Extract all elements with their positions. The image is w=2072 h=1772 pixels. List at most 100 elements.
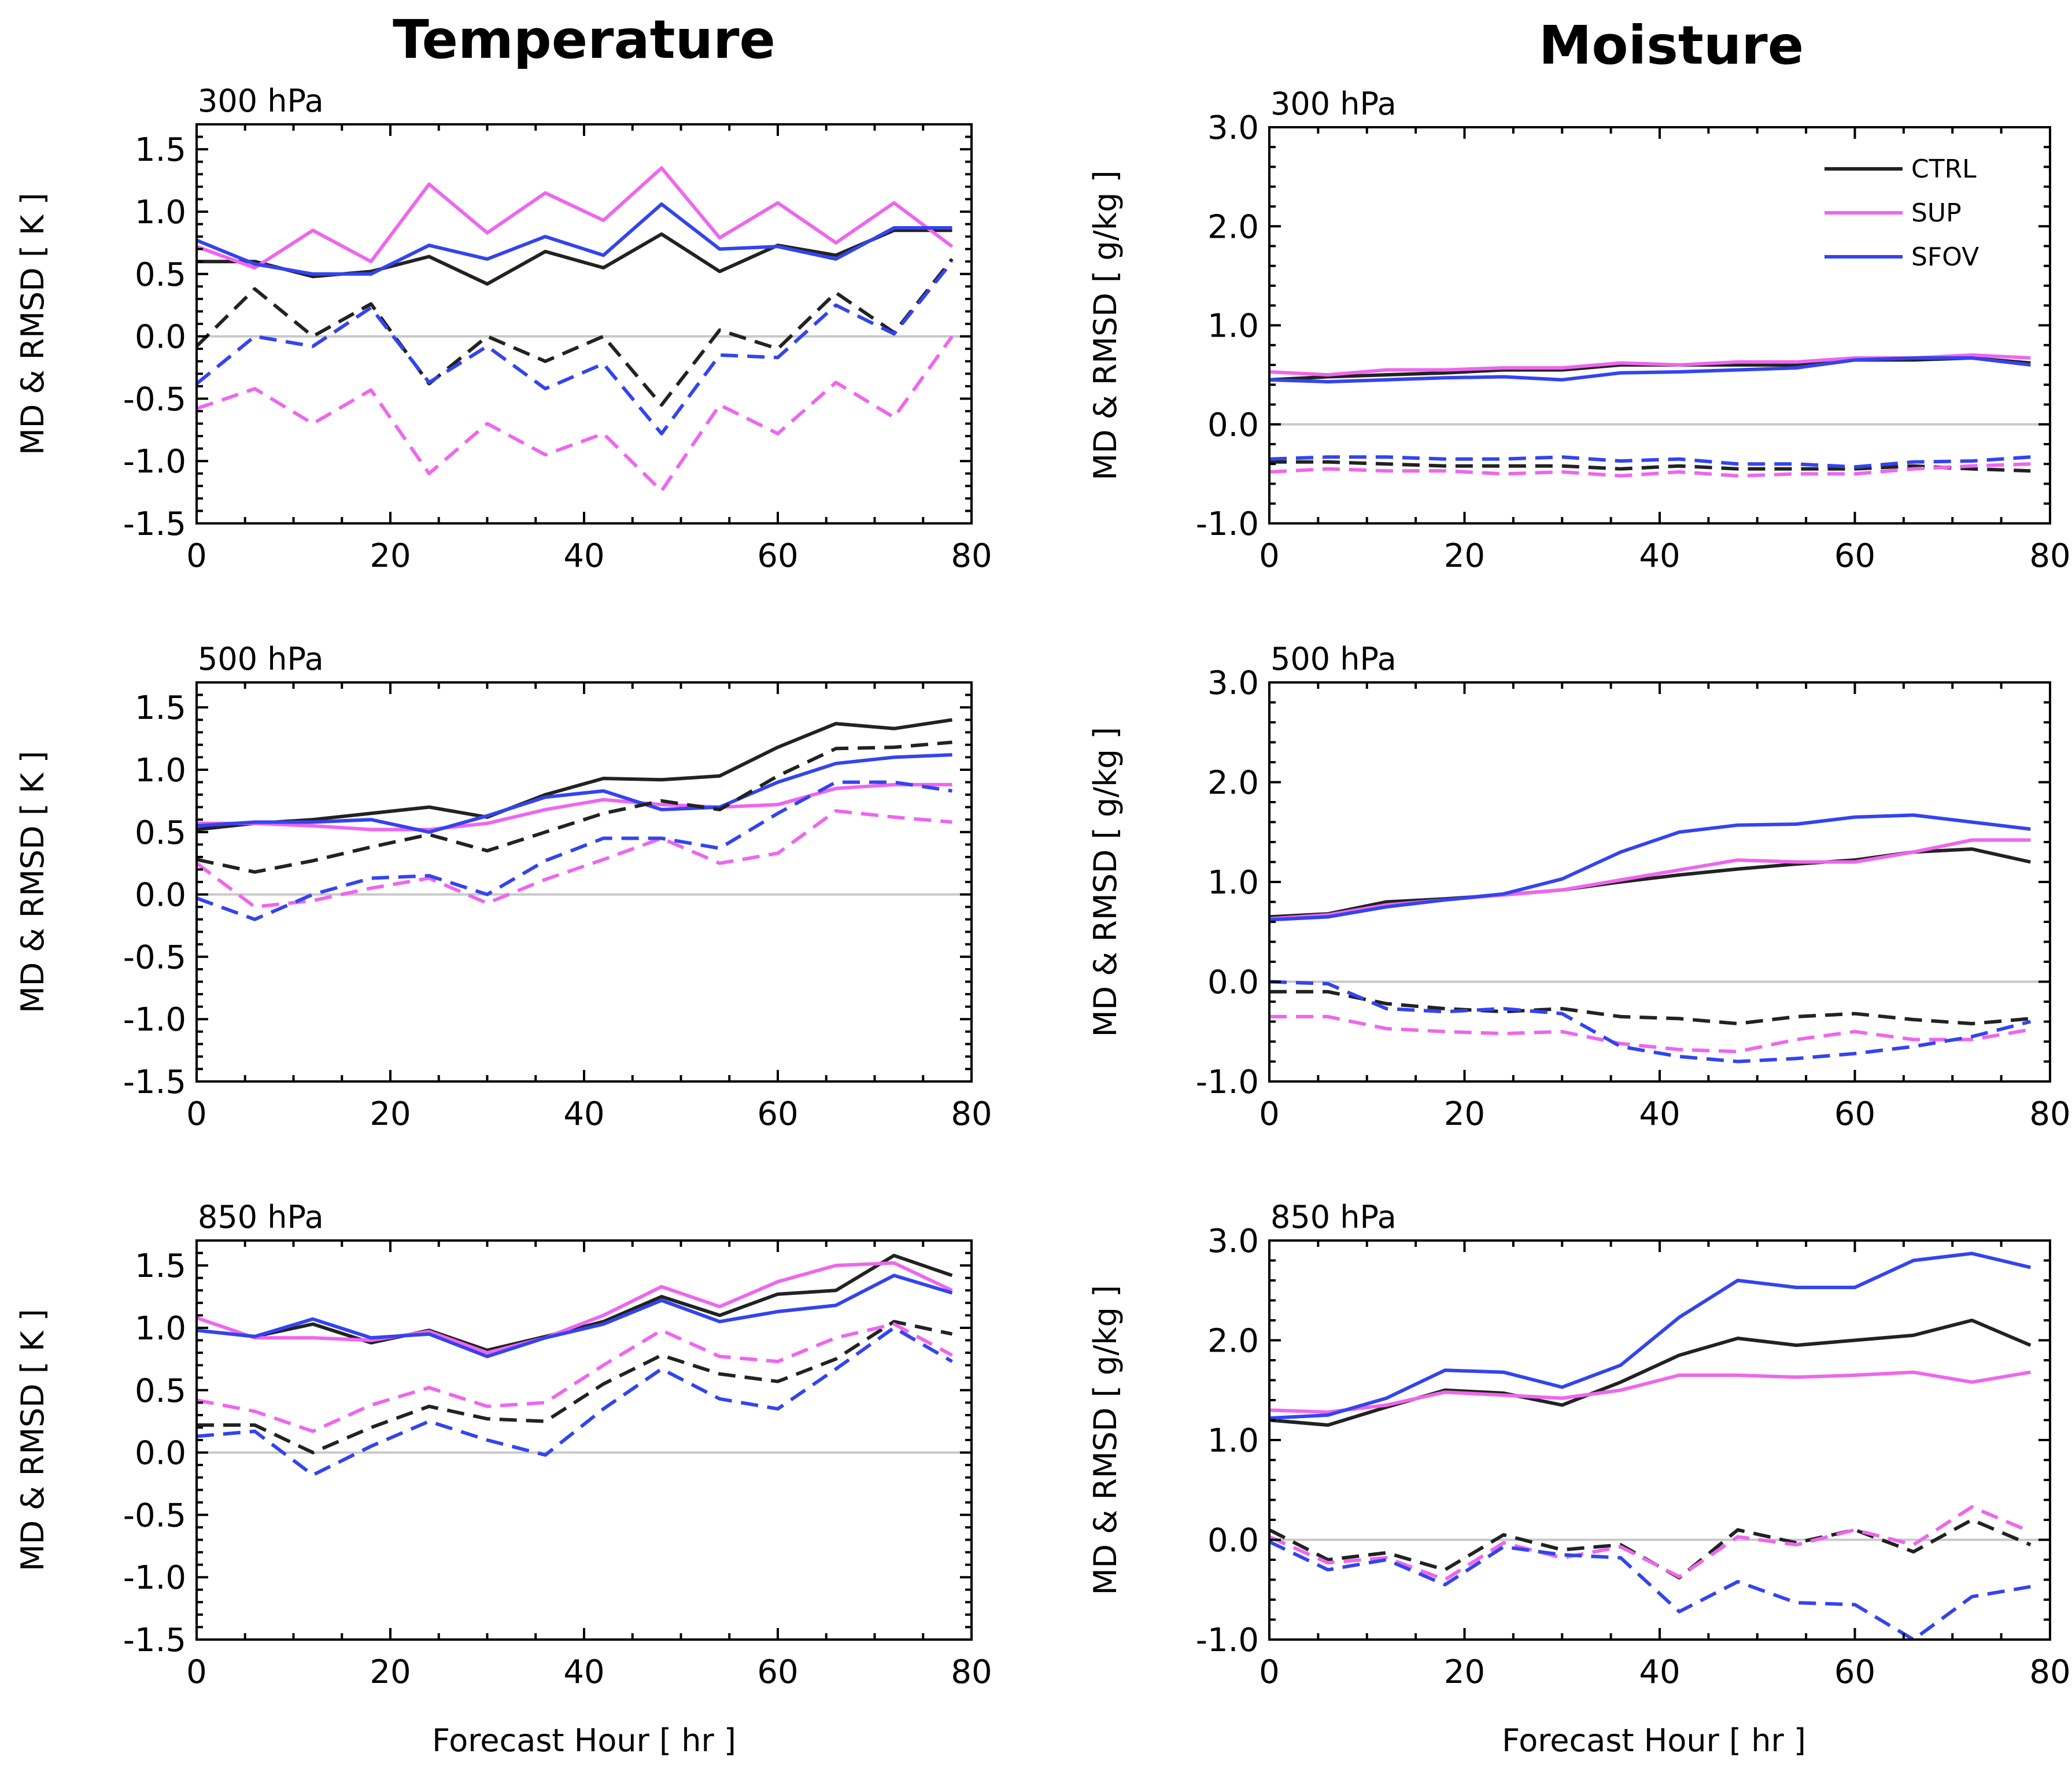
series-line-ctrl-md — [1268, 1518, 2032, 1580]
series-line-sfov-rmsd — [196, 753, 952, 834]
x-tick-label: 0 — [186, 1095, 207, 1133]
series-line-sfov-md — [195, 780, 952, 921]
y-axis-label: MD & RMSD [ g/kg ] — [1087, 1285, 1124, 1595]
y-tick-label: 1.5 — [135, 689, 186, 727]
series-line-sfov-rmsd — [1269, 813, 2031, 922]
y-tick-label: 3.0 — [1207, 664, 1259, 702]
y-tick-label: 3.0 — [1207, 109, 1259, 147]
y-tick-label: 2.0 — [1207, 765, 1259, 802]
y-tick-label: -0.5 — [123, 1497, 186, 1534]
y-tick-label: 0.0 — [135, 319, 186, 356]
legend: CTRL SUP SFOV — [1824, 154, 1979, 272]
series-line-sup-rmsd — [197, 782, 952, 832]
series-line-ctrl-rmsd — [196, 1253, 953, 1352]
y-tick-label: 1.0 — [135, 1310, 186, 1348]
y-tick-label: 0.0 — [135, 1435, 186, 1472]
y-axis-label: MD & RMSD [ K ] — [14, 751, 51, 1013]
x-tick-label: 80 — [951, 1653, 992, 1691]
x-tick-label: 20 — [370, 1653, 411, 1691]
y-tick-label: 0.5 — [135, 256, 186, 294]
y-tick-label: 1.5 — [135, 131, 186, 169]
x-tick-label: 20 — [1444, 1095, 1485, 1133]
x-tick-label: 60 — [757, 537, 798, 575]
y-tick-label: 1.5 — [135, 1247, 186, 1285]
x-tick-label: 80 — [951, 537, 992, 575]
x-tick-label: 80 — [951, 1095, 992, 1133]
x-tick-label: 80 — [2029, 1653, 2070, 1691]
series-line-sfov-md — [195, 260, 954, 435]
series-line-sup-md — [1269, 1014, 2031, 1054]
chart-panel-moisture-500-hpa: 0 20 40 60 80 -1.0 0.0 1.0 2.0 3.0 500 hPa MD & RMS… — [1087, 641, 2071, 1133]
y-tick-label: -1.0 — [1196, 1622, 1259, 1659]
y-tick-label: 1.0 — [1207, 1422, 1259, 1460]
chart-panel-temperature-300-hpa: 0 20 40 60 80 -1.5 -1.0 -0.5 0.0 0.5 1.0 1.5 300 hPa… — [14, 83, 992, 575]
y-tick-label: -1.0 — [1196, 505, 1259, 543]
y-tick-label: 0.5 — [135, 1372, 186, 1410]
panels: 0 20 40 60 80 -1.5 -1.0 -0.5 0.0 0.5 1.0 1.5 300 hPa… — [14, 83, 2071, 1691]
x-tick-label: 60 — [1834, 1653, 1875, 1691]
series-line-sfov-md — [1269, 455, 2031, 469]
x-tick-label: 20 — [370, 537, 411, 575]
series-line-ctrl-md — [197, 1320, 953, 1454]
x-tick-label: 60 — [1834, 537, 1875, 575]
series-line-sfov-md — [196, 1326, 954, 1477]
series-line-sfov-rmsd — [1269, 356, 2031, 384]
series-line-sup-rmsd — [1269, 1370, 2031, 1414]
y-axis-label: MD & RMSD [ g/kg ] — [1087, 170, 1124, 480]
y-tick-label: 2.0 — [1207, 208, 1259, 246]
y-tick-label: 2.0 — [1207, 1323, 1259, 1360]
y-tick-label: 0.0 — [1207, 407, 1259, 444]
x-tick-label: 60 — [757, 1653, 798, 1691]
series-line-sup-rmsd — [196, 1261, 953, 1355]
xlabel-moisture: Forecast Hour [ hr ] — [1502, 1722, 1806, 1759]
chart-panel-moisture-300-hpa: 0 20 40 60 80 -1.0 0.0 1.0 2.0 3.0 300 hPa MD & RMS… — [1087, 86, 2071, 575]
y-tick-label: 3.0 — [1207, 1223, 1259, 1260]
y-tick-label: -1.0 — [123, 443, 186, 481]
series-line-sfov-rmsd — [1269, 1252, 2031, 1420]
series-line-sfov-md — [1269, 980, 2032, 1064]
series-line-sfov-rmsd — [196, 1273, 953, 1358]
y-tick-label: 0.0 — [135, 877, 186, 914]
x-tick-label: 60 — [1834, 1095, 1875, 1133]
x-tick-label: 60 — [757, 1095, 798, 1133]
x-tick-label: 20 — [370, 1095, 411, 1133]
series-line-sup-md — [196, 335, 954, 493]
y-tick-label: 0.0 — [1207, 964, 1259, 1002]
y-tick-label: 1.0 — [135, 752, 186, 789]
x-tick-label: 40 — [563, 1095, 604, 1133]
y-tick-label: -0.5 — [123, 381, 186, 418]
panel-level-label: 500 hPa — [198, 641, 324, 677]
series-line-sup-md — [1268, 1505, 2032, 1582]
plot-frame — [195, 123, 973, 525]
legend-label-ctrl: CTRL — [1911, 154, 1977, 184]
y-axis-label: MD & RMSD [ g/kg ] — [1087, 727, 1124, 1037]
panel-level-label: 850 hPa — [1270, 1199, 1397, 1235]
x-tick-label: 0 — [1259, 1653, 1280, 1691]
series-line-sup-md — [195, 809, 952, 909]
y-tick-label: -1.5 — [123, 505, 186, 543]
plot-frame — [1268, 1239, 2051, 1641]
x-tick-label: 40 — [563, 1653, 604, 1691]
series-line-sfov-rmsd — [195, 202, 952, 276]
y-tick-label: 0.0 — [1207, 1522, 1259, 1560]
legend-label-sup: SUP — [1911, 198, 1962, 228]
panel-level-label: 300 hPa — [198, 83, 324, 119]
x-tick-label: 0 — [1259, 537, 1280, 575]
plot-frame — [195, 1239, 973, 1641]
y-tick-label: 1.0 — [1207, 864, 1259, 902]
y-axis-label: MD & RMSD [ K ] — [14, 193, 51, 455]
chart-panel-moisture-850-hpa: 0 20 40 60 80 -1.0 0.0 1.0 2.0 3.0 850 hPa MD & RMS… — [1087, 1199, 2071, 1691]
x-tick-label: 0 — [1259, 1095, 1280, 1133]
x-tick-label: 40 — [1639, 1653, 1680, 1691]
panel-level-label: 300 hPa — [1270, 86, 1397, 122]
series-line-sup-md — [196, 1322, 953, 1433]
y-tick-label: -1.0 — [1196, 1064, 1259, 1101]
xlabel-temperature: Forecast Hour [ hr ] — [432, 1722, 736, 1759]
x-tick-label: 20 — [1444, 1653, 1485, 1691]
series-line-ctrl-md — [1269, 990, 2031, 1025]
y-tick-label: -1.5 — [123, 1064, 186, 1101]
x-tick-label: 80 — [2029, 1095, 2070, 1133]
column-title-temperature: Temperature — [393, 9, 775, 71]
panel-level-label: 500 hPa — [1270, 641, 1397, 677]
